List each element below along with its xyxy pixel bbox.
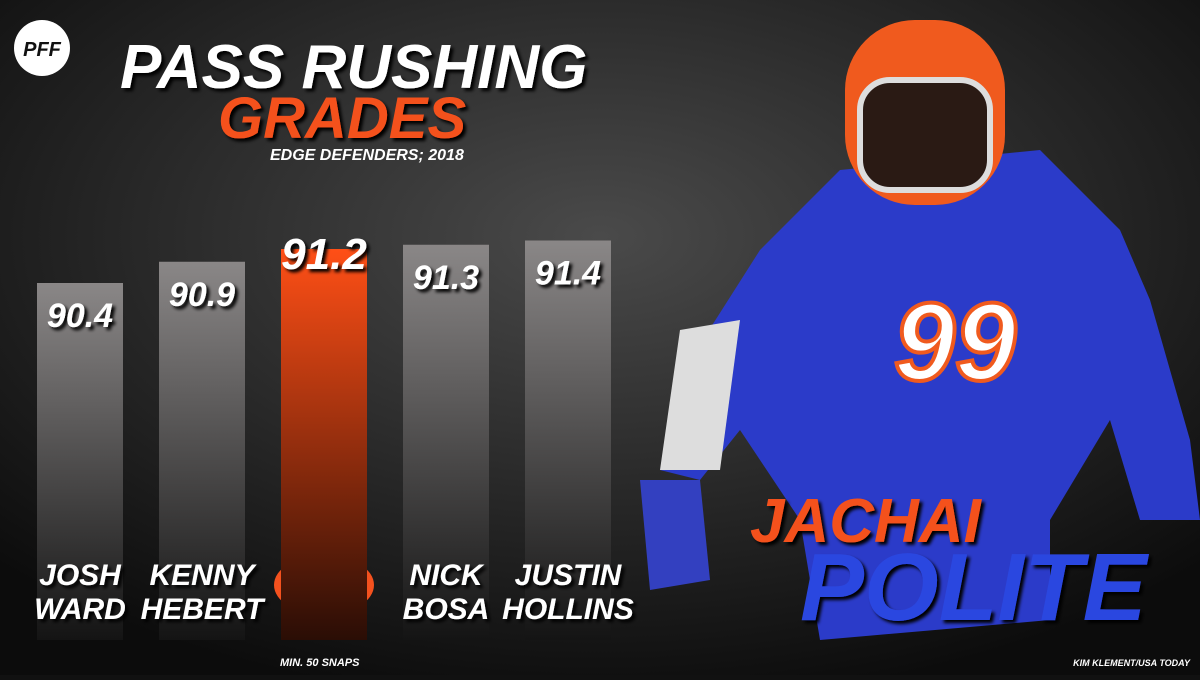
chart-title: PASS RUSHING	[120, 33, 587, 102]
note: MIN. 50 SNAPS	[280, 657, 360, 669]
player-first-name: JACHAI	[750, 487, 983, 556]
value-label: 90.9	[169, 276, 235, 314]
chart-title-line2: GRADES	[218, 86, 466, 151]
bar	[281, 249, 367, 640]
value-label: 91.2	[281, 230, 367, 279]
x-tick-label: JOSH	[39, 559, 122, 592]
x-tick-label: HOLLINS	[502, 593, 634, 626]
x-tick-label: BOSA	[403, 593, 490, 626]
bar	[37, 283, 123, 640]
subtitle: EDGE DEFENDERS; 2018	[270, 147, 464, 164]
x-tick-label: KENNY	[149, 559, 257, 592]
player-figure: 99	[640, 20, 1200, 640]
x-tick-label: JUSTIN	[515, 559, 623, 592]
value-label: 91.3	[413, 259, 479, 297]
value-label: 90.4	[47, 297, 113, 335]
bar	[159, 261, 245, 640]
x-tick-label: WARD	[34, 593, 126, 626]
jersey-number: 99	[894, 281, 1016, 404]
value-label: 91.4	[535, 255, 601, 293]
logo-badge	[14, 20, 70, 76]
x-tick-label: HEBERT	[141, 593, 266, 626]
brand-logo: PFF	[23, 39, 62, 61]
bar	[525, 240, 611, 640]
bar	[403, 244, 489, 640]
credit: KIM KLEMENT/USA TODAY	[1073, 658, 1191, 668]
x-tick-label: NICK	[409, 559, 485, 592]
player-last-name: POLITE	[800, 534, 1150, 641]
